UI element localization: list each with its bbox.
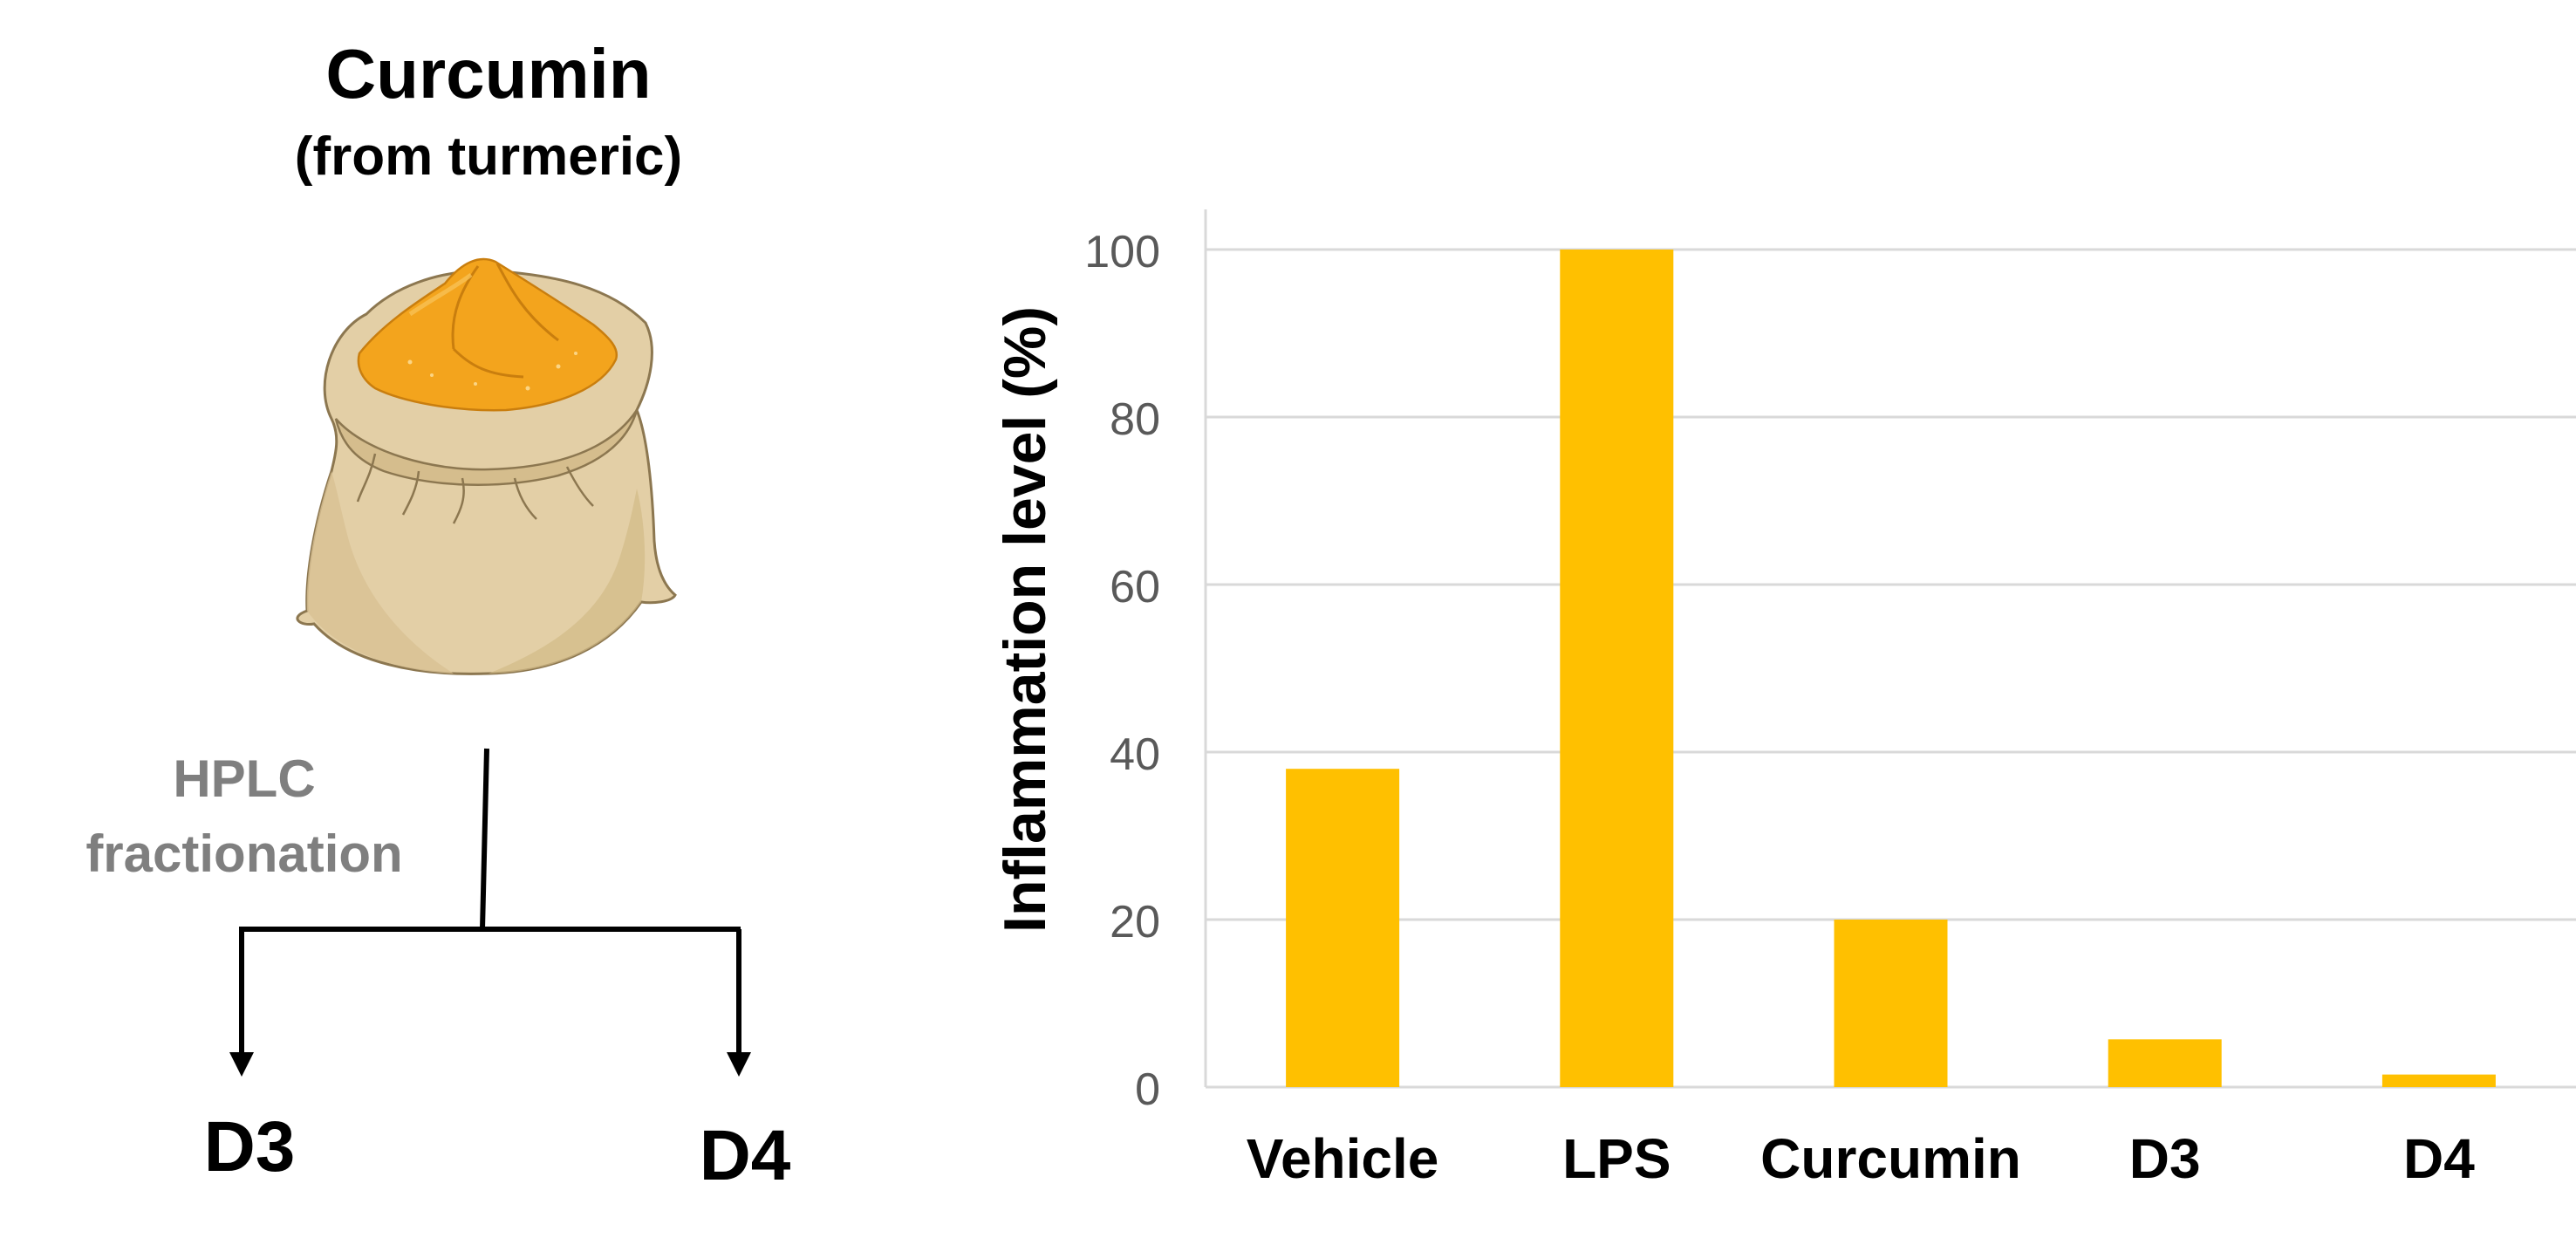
y-tick-label: 40 xyxy=(1110,729,1160,780)
x-tick-label: LPS xyxy=(1562,1127,1671,1190)
y-tick-label: 0 xyxy=(1135,1064,1160,1115)
arrow-to-d3-head xyxy=(229,1052,254,1077)
fraction-label-d4: D4 xyxy=(699,1116,791,1195)
x-tick-label: D4 xyxy=(2403,1127,2475,1190)
bar-vehicle xyxy=(1286,769,1400,1087)
y-axis-label: Inflammation level (%) xyxy=(992,306,1058,933)
process-label-line1: HPLC xyxy=(173,749,316,808)
scheme-subtitle: (from turmeric) xyxy=(294,127,683,187)
arrow-to-d4-head xyxy=(727,1052,751,1077)
fraction-label-d3: D3 xyxy=(203,1107,296,1187)
process-label-line2: fractionation xyxy=(85,824,403,883)
bar-d4 xyxy=(2381,1074,2496,1087)
spice-sack-icon xyxy=(296,257,677,675)
x-tick-label: D3 xyxy=(2129,1127,2201,1190)
x-tick-label: Vehicle xyxy=(1247,1127,1439,1190)
chart-bars xyxy=(1286,250,2496,1087)
y-tick-labels: 0 20 40 60 80 100 xyxy=(1084,227,1160,1115)
y-tick-label: 60 xyxy=(1110,562,1160,612)
bar-curcumin xyxy=(1834,920,1948,1087)
y-tick-label: 100 xyxy=(1084,227,1160,277)
x-tick-label: Curcumin xyxy=(1760,1127,2021,1190)
y-tick-label: 20 xyxy=(1110,897,1160,948)
process-label: HPLC fractionation xyxy=(35,742,454,892)
y-tick-label: 80 xyxy=(1110,394,1160,445)
bar-d3 xyxy=(2108,1039,2222,1087)
bar-lps xyxy=(1560,250,1674,1087)
x-tick-labels: Vehicle LPS Curcumin D3 D4 xyxy=(1247,1127,2475,1190)
fractionation-stem xyxy=(480,748,489,930)
scheme-title: Curcumin xyxy=(325,35,652,113)
